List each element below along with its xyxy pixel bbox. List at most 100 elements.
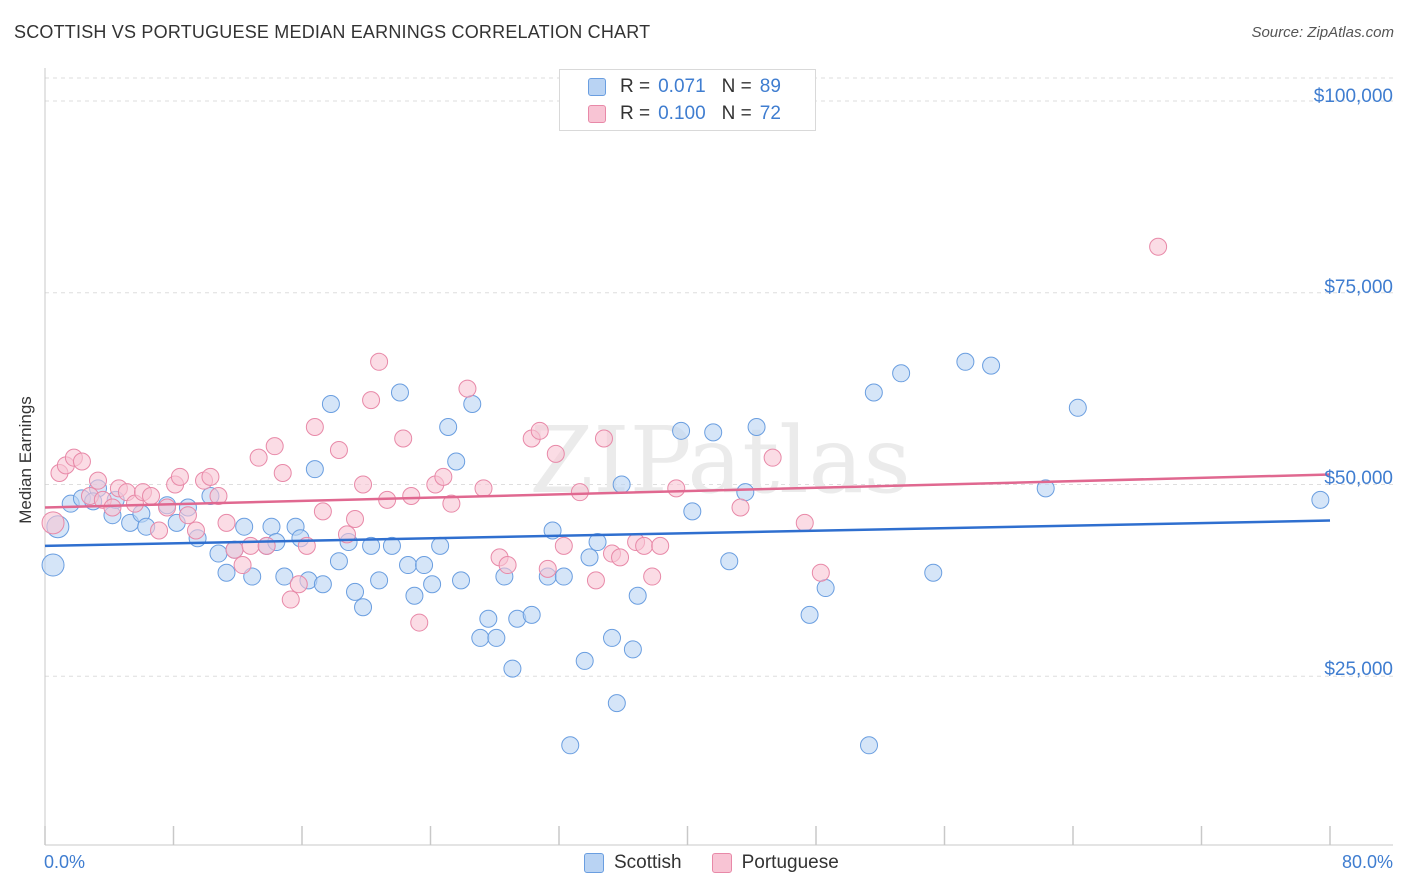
data-point-scottish bbox=[452, 571, 471, 590]
data-point-scottish bbox=[623, 640, 642, 659]
x-tick-label-max: 80.0% bbox=[1341, 852, 1393, 872]
data-point-portuguese bbox=[474, 479, 493, 498]
data-point-portuguese bbox=[249, 448, 268, 467]
data-point-scottish bbox=[415, 556, 434, 575]
data-point-portuguese bbox=[313, 502, 332, 521]
x-tick-label-min: 0.0% bbox=[44, 852, 86, 872]
data-point-portuguese bbox=[651, 536, 670, 555]
data-point-scottish bbox=[405, 586, 424, 605]
data-point-portuguese bbox=[530, 421, 549, 440]
data-point-portuguese bbox=[289, 575, 308, 594]
data-point-scottish bbox=[575, 651, 594, 670]
data-point-portuguese bbox=[72, 452, 91, 471]
data-point-portuguese bbox=[586, 571, 605, 590]
data-point-portuguese bbox=[434, 467, 453, 486]
legend-item-scottish[interactable]: Scottish bbox=[584, 852, 682, 874]
y-tick-label: $75,000 bbox=[1324, 277, 1393, 298]
data-point-scottish bbox=[275, 567, 294, 586]
data-point-scottish bbox=[329, 552, 348, 571]
scottish-swatch bbox=[588, 78, 606, 96]
data-point-scottish bbox=[217, 563, 236, 582]
data-point-portuguese bbox=[811, 563, 830, 582]
data-point-scottish bbox=[720, 552, 739, 571]
data-point-portuguese bbox=[538, 559, 557, 578]
legend-label: Scottish bbox=[614, 852, 682, 873]
data-point-scottish bbox=[471, 628, 490, 647]
data-point-scottish bbox=[747, 417, 766, 436]
data-point-scottish bbox=[704, 423, 723, 442]
data-point-scottish bbox=[924, 563, 943, 582]
data-point-scottish bbox=[399, 556, 418, 575]
data-point-portuguese bbox=[142, 487, 161, 506]
data-point-scottish bbox=[580, 548, 599, 567]
data-point-portuguese bbox=[201, 467, 220, 486]
data-point-portuguese bbox=[257, 536, 276, 555]
data-point-scottish bbox=[209, 544, 228, 563]
data-point-scottish bbox=[423, 575, 442, 594]
data-point-scottish bbox=[800, 605, 819, 624]
data-point-portuguese bbox=[394, 429, 413, 448]
data-point-portuguese bbox=[410, 613, 429, 632]
data-point-scottish bbox=[439, 417, 458, 436]
data-point-portuguese bbox=[354, 475, 373, 494]
data-point-portuguese bbox=[233, 556, 252, 575]
data-point-scottish bbox=[243, 567, 262, 586]
data-point-scottish bbox=[390, 383, 409, 402]
data-point-portuguese bbox=[643, 567, 662, 586]
data-point-scottish bbox=[262, 517, 281, 536]
data-point-scottish bbox=[628, 586, 647, 605]
legend-label: Portuguese bbox=[741, 852, 839, 873]
data-point-scottish bbox=[860, 736, 879, 755]
data-point-portuguese bbox=[346, 510, 365, 529]
data-point-scottish bbox=[382, 536, 401, 555]
data-point-scottish bbox=[313, 575, 332, 594]
data-point-scottish bbox=[736, 483, 755, 502]
data-point-portuguese bbox=[498, 556, 517, 575]
data-point-scottish bbox=[982, 356, 1001, 375]
data-point-scottish bbox=[362, 536, 381, 555]
data-point-scottish bbox=[522, 605, 541, 624]
portuguese-swatch bbox=[711, 853, 732, 873]
data-point-scottish bbox=[370, 571, 389, 590]
data-point-portuguese bbox=[265, 437, 284, 456]
data-point-scottish bbox=[479, 609, 498, 628]
data-point-portuguese bbox=[273, 464, 292, 483]
data-point-portuguese bbox=[170, 467, 189, 486]
data-point-portuguese bbox=[89, 471, 108, 490]
data-point-portuguese bbox=[103, 498, 122, 517]
data-point-portuguese bbox=[1149, 237, 1168, 256]
y-tick-label: $50,000 bbox=[1324, 468, 1393, 489]
data-point-portuguese bbox=[442, 494, 461, 513]
y-tick-label: $100,000 bbox=[1313, 86, 1393, 107]
data-point-scottish bbox=[1311, 490, 1330, 509]
data-point-scottish bbox=[672, 421, 691, 440]
data-point-portuguese bbox=[329, 440, 348, 459]
data-point-portuguese bbox=[731, 498, 750, 517]
data-point-portuguese bbox=[546, 444, 565, 463]
data-point-portuguese bbox=[158, 498, 177, 517]
data-point-portuguese bbox=[241, 536, 260, 555]
trend-line-scottish bbox=[44, 519, 1331, 548]
data-point-portuguese bbox=[362, 391, 381, 410]
data-point-portuguese bbox=[41, 511, 65, 535]
data-point-scottish bbox=[554, 567, 573, 586]
legend-row-portuguese: R = 0.100 N = 72 bbox=[588, 102, 781, 126]
data-point-scottish bbox=[683, 502, 702, 521]
watermark: ZIPatlas bbox=[529, 407, 910, 514]
data-point-portuguese bbox=[217, 513, 236, 532]
r-label: R = bbox=[620, 76, 651, 97]
data-point-portuguese bbox=[281, 590, 300, 609]
legend-item-portuguese[interactable]: Portuguese bbox=[711, 852, 839, 874]
data-point-portuguese bbox=[594, 429, 613, 448]
data-point-portuguese bbox=[667, 479, 686, 498]
n-value: 72 bbox=[759, 103, 781, 124]
data-point-scottish bbox=[864, 383, 883, 402]
data-point-portuguese bbox=[611, 548, 630, 567]
data-point-portuguese bbox=[186, 521, 205, 540]
data-point-scottish bbox=[1036, 479, 1055, 498]
data-point-scottish bbox=[816, 579, 835, 598]
data-point-portuguese bbox=[570, 483, 589, 502]
y-tick-label: $25,000 bbox=[1324, 659, 1393, 680]
data-point-scottish bbox=[503, 659, 522, 678]
